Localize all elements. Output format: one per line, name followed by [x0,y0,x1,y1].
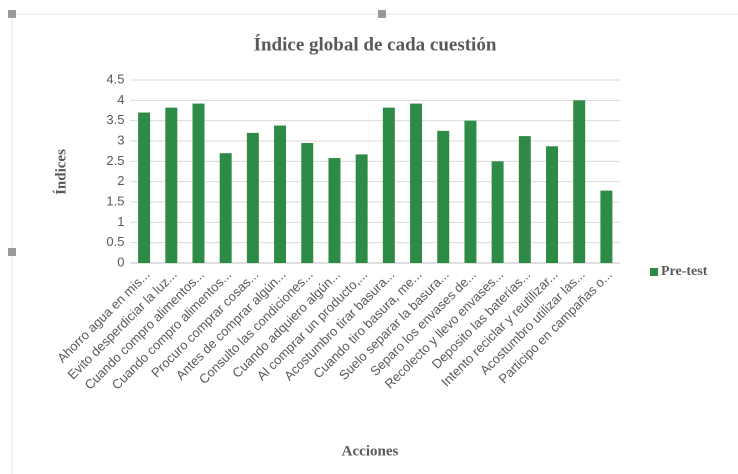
y-tick-label: 0.5 [106,234,124,249]
chart-title: Índice global de cada cuestión [254,33,497,55]
resize-handle[interactable] [8,248,16,256]
resize-handle[interactable] [378,10,386,18]
y-tick-label: 2 [117,173,124,188]
y-axis-label: Índices [52,149,69,195]
bar [301,143,314,263]
y-tick-label: 1 [117,214,124,229]
resize-handle[interactable] [8,10,16,18]
bar [192,103,205,263]
y-tick-label: 1.5 [106,193,124,208]
x-axis-label: Acciones [342,443,399,459]
bar [328,158,341,263]
bar [382,107,395,263]
y-tick-label: 4 [117,92,124,107]
bar [165,107,178,263]
y-tick-label: 3 [117,132,124,147]
y-tick-label: 2.5 [106,153,124,168]
bar [518,136,531,263]
bar [274,125,287,264]
bar [464,120,477,264]
bar [410,103,423,263]
bar [600,190,613,263]
bar [437,130,450,263]
y-tick-label: 4.5 [106,71,124,86]
bar [138,112,151,264]
legend-label: Pre-test [661,264,708,279]
bar [491,161,504,263]
legend-swatch [650,268,658,276]
bar [219,153,232,263]
y-tick-label: 3.5 [106,112,124,127]
bar [546,146,558,263]
y-tick-label: 0 [117,254,124,269]
bar [246,132,259,263]
bar [573,100,586,263]
bar [355,154,368,263]
